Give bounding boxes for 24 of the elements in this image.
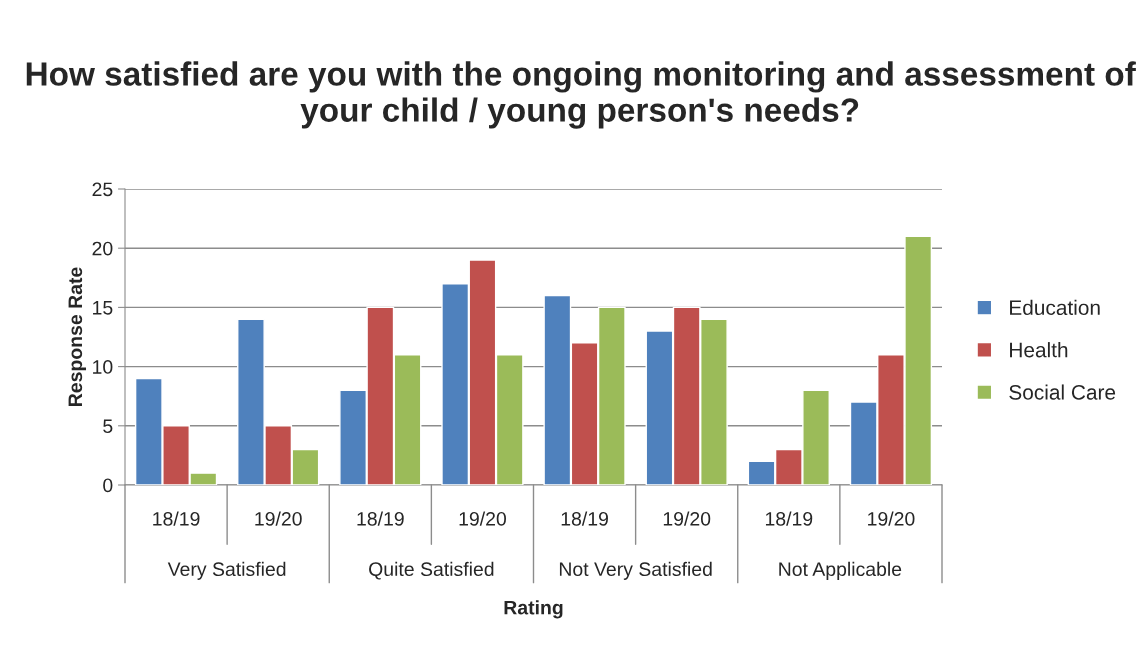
chart-title: How satisfied are you with the ongoing monitoring and assessment of your child / young person's needs? <box>26 61 1136 129</box>
legend-label: Health <box>1010 342 1068 358</box>
x-tick-label: 19/20 <box>459 511 507 526</box>
text: Not Applicable <box>779 561 902 580</box>
text: Quite Satisfied <box>369 561 494 580</box>
x-tick-label: 19/20 <box>663 511 711 526</box>
x-tick-label: 18/19 <box>153 511 200 526</box>
y-tick-label: 0 <box>103 478 113 493</box>
legend-label: Education <box>1010 299 1100 316</box>
x-tick-label: 19/20 <box>868 511 915 526</box>
y-tick-label: 15 <box>93 301 113 315</box>
x-tick-label: 19/20 <box>255 511 302 526</box>
y-tick-label: 25 <box>92 182 113 197</box>
text: Not Very Satisfied <box>559 561 712 580</box>
y-axis-title: Response Rate <box>68 267 87 406</box>
legend-label: Social Care <box>1009 384 1116 400</box>
x-tick-label: 18/19 <box>765 511 813 526</box>
y-tick-label: 5 <box>103 419 113 434</box>
text: Very Satisfied <box>167 561 286 580</box>
x-tick-label: 18/19 <box>561 511 608 526</box>
y-tick-label: 10 <box>93 360 113 374</box>
x-tick-label: 18/19 <box>357 511 404 526</box>
x-axis-title: Rating <box>504 600 563 619</box>
y-tick-label: 20 <box>92 241 113 256</box>
